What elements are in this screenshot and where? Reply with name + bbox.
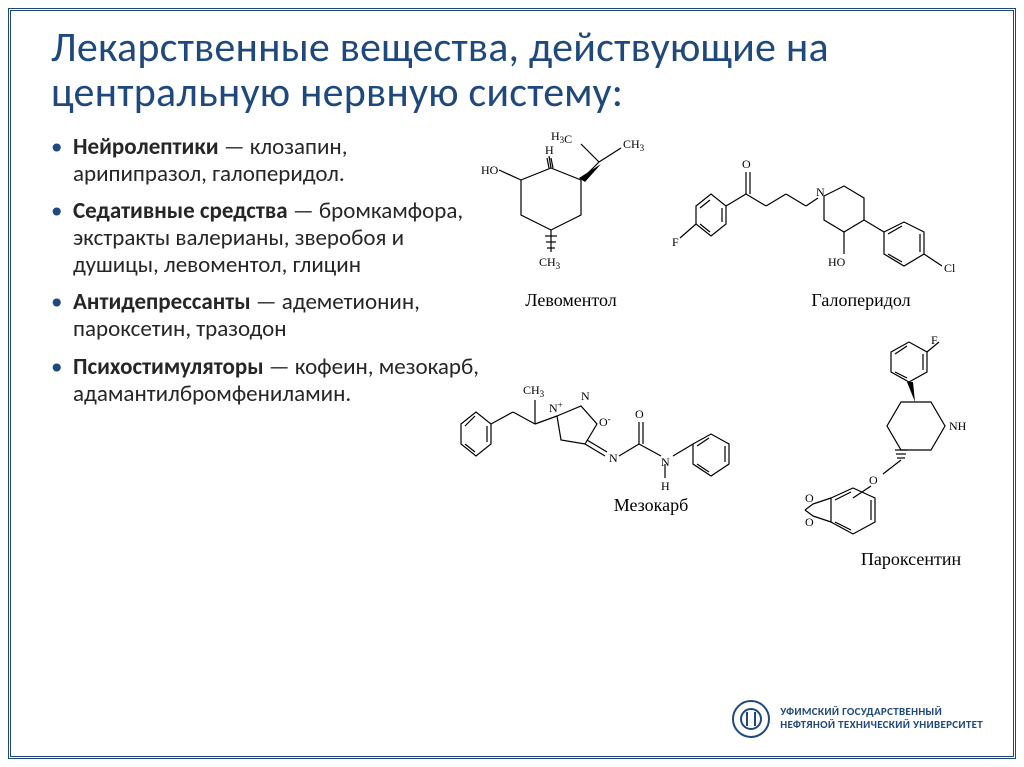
category-label: Нейролептики <box>73 133 219 161</box>
svg-text:HO: HO <box>481 163 499 177</box>
molecule-paroxetine: F NH O <box>781 326 1001 570</box>
list-item: Нейролептики — клозапин, арипипразол, га… <box>51 134 481 188</box>
slide-title: Лекарственные вещества, действующие на ц… <box>51 25 987 116</box>
list-item: Психостимуляторы — кофеин, мезокарб, ада… <box>51 354 481 408</box>
svg-text:N: N <box>609 451 618 465</box>
category-label: Седативные средства <box>73 197 288 225</box>
list-item: Антидепрессанты — адеметионин, пароксети… <box>51 289 481 343</box>
category-label: Антидепрессанты <box>73 288 251 316</box>
svg-text:N+: N+ <box>549 400 563 415</box>
svg-text:CH3: CH3 <box>623 137 645 153</box>
slide-frame: Лекарственные вещества, действующие на ц… <box>8 8 1016 759</box>
university-logo-icon <box>732 700 770 738</box>
svg-text:O: O <box>635 407 644 421</box>
svg-text:CH3: CH3 <box>539 255 561 271</box>
university-name: УФИМСКИЙ ГОСУДАРСТВЕННЫЙ НЕФТЯНОЙ ТЕХНИЧ… <box>780 706 983 731</box>
molecule-mesocarb: CH3 N+ N O- N O N H <box>441 344 801 516</box>
svg-text:F: F <box>672 235 679 249</box>
svg-text:F: F <box>931 333 938 347</box>
molecule-panel: HO H3C CH3 H CH3 Левом <box>491 134 987 418</box>
bullet-list: Нейролептики — клозапин, арипипразол, га… <box>51 134 481 408</box>
svg-text:HO: HO <box>828 255 846 269</box>
category-label: Психостимуляторы <box>73 353 264 381</box>
svg-text:Cl: Cl <box>944 261 956 275</box>
content-row: Нейролептики — клозапин, арипипразол, га… <box>51 134 987 418</box>
svg-text:H3C: H3C <box>551 129 572 146</box>
list-item: Седативные средства — бромкамфора, экстр… <box>51 198 481 279</box>
bullet-list-col: Нейролептики — клозапин, арипипразол, га… <box>51 134 481 418</box>
molecule-label: Галоперидол <box>726 290 996 311</box>
molecule-levomenthol: HO H3C CH3 H CH3 Левом <box>481 120 661 311</box>
svg-text:N: N <box>581 389 590 403</box>
footer-line: НЕФТЯНОЙ ТЕХНИЧЕСКИЙ УНИВЕРСИТЕТ <box>780 719 983 732</box>
svg-text:H: H <box>545 143 554 157</box>
svg-text:NH: NH <box>949 419 967 433</box>
svg-text:CH3: CH3 <box>523 383 545 399</box>
svg-text:O: O <box>869 473 878 487</box>
svg-text:O: O <box>805 491 814 505</box>
svg-text:O-: O- <box>599 414 611 429</box>
svg-text:O: O <box>742 157 751 171</box>
footer: УФИМСКИЙ ГОСУДАРСТВЕННЫЙ НЕФТЯНОЙ ТЕХНИЧ… <box>732 700 983 738</box>
svg-text:H: H <box>661 479 670 493</box>
molecule-haloperidol: F O N HO <box>666 116 996 311</box>
svg-text:O: O <box>805 515 814 529</box>
